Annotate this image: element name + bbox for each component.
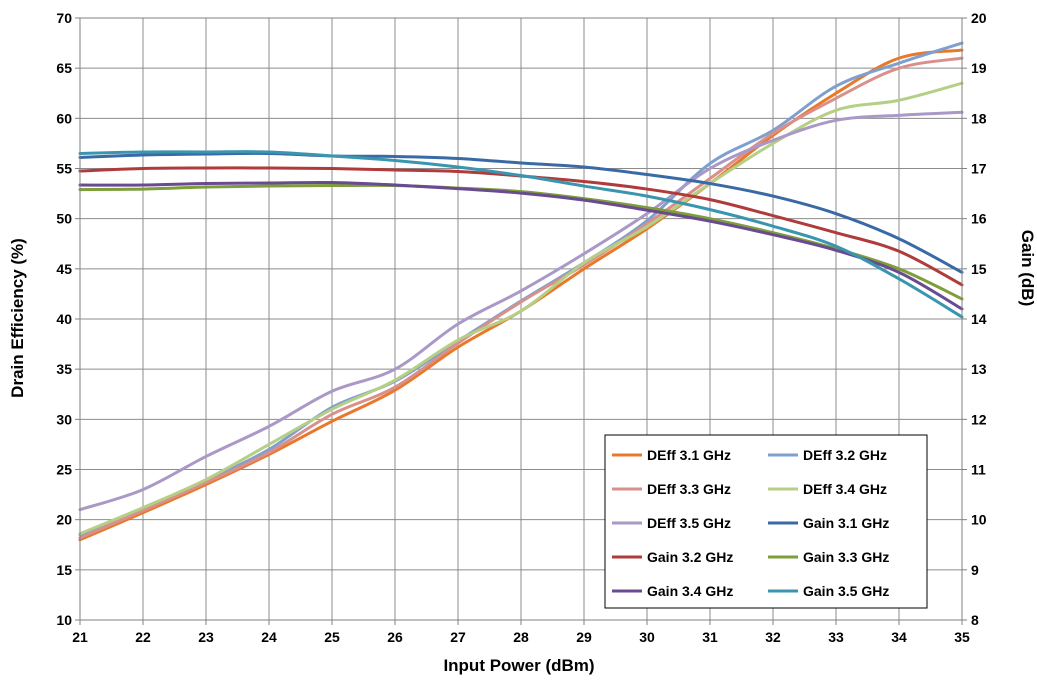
y2-tick-label-10: 18 (971, 110, 987, 126)
x-tick-label-2: 23 (198, 629, 214, 645)
series-line-gain-3-5-ghz (78, 150, 964, 319)
y2-tick-label-0: 8 (971, 612, 979, 628)
series-lines (78, 41, 964, 542)
y2-tick-label-3: 11 (971, 462, 986, 478)
x-tick-label-9: 30 (639, 629, 655, 645)
series-line-deff-3-3-ghz (78, 56, 964, 540)
legend-label-gain-3-3-ghz: Gain 3.3 GHz (803, 549, 889, 565)
y2-tick-label-2: 10 (971, 512, 987, 528)
plot-border (79, 17, 963, 621)
y2-axis-title: Gain (dB) (1018, 230, 1037, 307)
x-tick-label-13: 34 (891, 629, 907, 645)
y-tick-label-11: 65 (56, 60, 72, 76)
y-tick-label-2: 20 (56, 512, 72, 528)
y-axis-title: Drain Efficiency (%) (8, 238, 27, 398)
y-tick-label-1: 15 (56, 562, 72, 578)
x-tick-label-3: 24 (261, 629, 277, 645)
y-tick-label-8: 50 (56, 211, 72, 227)
y-tick-label-5: 35 (56, 361, 72, 377)
x-tick-label-5: 26 (387, 629, 403, 645)
y-tick-label-4: 30 (56, 411, 72, 427)
x-tick-label-14: 35 (954, 629, 970, 645)
y-tick-label-7: 45 (56, 261, 72, 277)
legend-label-deff-3-4-ghz: DEff 3.4 GHz (803, 481, 887, 497)
legend-label-deff-3-3-ghz: DEff 3.3 GHz (647, 481, 731, 497)
y-tick-label-3: 25 (56, 462, 72, 478)
legend-label-gain-3-1-ghz: Gain 3.1 GHz (803, 515, 889, 531)
x-tick-label-8: 29 (576, 629, 592, 645)
y-tick-label-9: 55 (56, 161, 72, 177)
x-axis-ticks: 21 22 23 24 25 26 27 28 29 30 31 32 33 34 35 (72, 620, 970, 645)
y2-tick-label-11: 19 (971, 60, 987, 76)
y2-tick-label-7: 15 (971, 261, 987, 277)
legend-label-gain-3-5-ghz: Gain 3.5 GHz (803, 583, 889, 599)
y2-tick-label-12: 20 (971, 10, 987, 26)
x-tick-label-7: 28 (513, 629, 529, 645)
x-tick-label-12: 33 (828, 629, 844, 645)
series-line-deff-3-4-ghz (78, 81, 964, 536)
y2-tick-label-9: 17 (971, 161, 987, 177)
y2-tick-label-4: 12 (971, 411, 987, 427)
y-tick-label-6: 40 (56, 311, 72, 327)
legend-label-gain-3-4-ghz: Gain 3.4 GHz (647, 583, 733, 599)
series-line-gain-3-4-ghz (78, 180, 964, 311)
legend-label-deff-3-1-ghz: DEff 3.1 GHz (647, 447, 731, 463)
legend-items: DEff 3.1 GHz DEff 3.2 GHz DEff 3.3 GHz DEff… (612, 447, 889, 599)
legend-label-gain-3-2-ghz: Gain 3.2 GHz (647, 549, 733, 565)
y2-axis-ticks: 8 9 10 11 12 13 14 15 16 17 18 19 20 (962, 10, 987, 628)
legend-box (604, 434, 928, 609)
x-tick-label-4: 25 (324, 629, 340, 645)
y2-tick-label-8: 16 (971, 211, 987, 227)
x-tick-label-1: 22 (135, 629, 151, 645)
y2-tick-label-5: 13 (971, 361, 987, 377)
y2-tick-label-6: 14 (971, 311, 987, 327)
series-line-gain-3-1-ghz (78, 151, 964, 274)
legend-label-deff-3-5-ghz: DEff 3.5 GHz (647, 515, 731, 531)
series-line-deff-3-5-ghz (78, 110, 964, 512)
y2-tick-label-1: 9 (971, 562, 979, 578)
legend: DEff 3.1 GHz DEff 3.2 GHz DEff 3.3 GHz DEff… (604, 434, 928, 609)
y-axis-ticks: 10 15 20 25 30 35 40 45 50 55 60 65 70 (56, 10, 80, 628)
x-tick-label-11: 32 (765, 629, 781, 645)
x-tick-label-6: 27 (450, 629, 466, 645)
y-tick-label-10: 60 (56, 110, 72, 126)
x-tick-label-0: 21 (72, 629, 88, 645)
y-tick-label-0: 10 (56, 612, 72, 628)
legend-label-deff-3-2-ghz: DEff 3.2 GHz (803, 447, 887, 463)
x-axis-title: Input Power (dBm) (443, 656, 594, 675)
x-tick-label-10: 31 (702, 629, 718, 645)
y-tick-label-12: 70 (56, 10, 72, 26)
